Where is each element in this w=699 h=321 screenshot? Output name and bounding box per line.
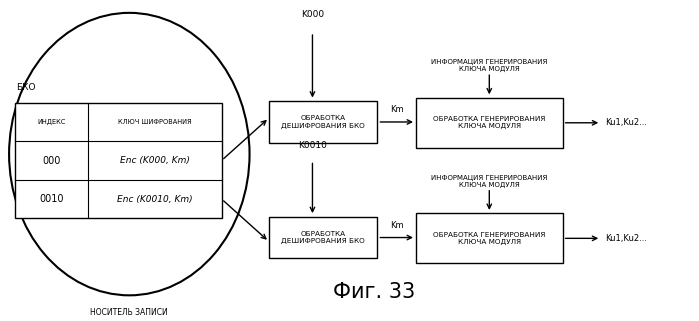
Text: Km: Km [390,105,403,114]
Text: НОСИТЕЛЬ ЗАПИСИ: НОСИТЕЛЬ ЗАПИСИ [90,308,168,317]
Text: ОБРАБОТКА
ДЕШИФРОВАНИЯ БКО: ОБРАБОТКА ДЕШИФРОВАНИЯ БКО [282,116,365,128]
FancyBboxPatch shape [15,103,222,218]
Text: Фиг. 33: Фиг. 33 [333,282,415,302]
FancyBboxPatch shape [269,217,377,258]
Text: КЛЮЧ ШИФРОВАНИЯ: КЛЮЧ ШИФРОВАНИЯ [117,119,192,125]
Text: ИНДЕКС: ИНДЕКС [37,119,66,125]
Text: Enc (K0010, Km): Enc (K0010, Km) [117,195,192,204]
Text: ИНФОРМАЦИЯ ГЕНЕРИРОВАНИЯ
КЛЮЧА МОДУЛЯ: ИНФОРМАЦИЯ ГЕНЕРИРОВАНИЯ КЛЮЧА МОДУЛЯ [431,175,547,188]
Text: ОБРАБОТКА ГЕНЕРИРОВАНИЯ
КЛЮЧА МОДУЛЯ: ОБРАБОТКА ГЕНЕРИРОВАНИЯ КЛЮЧА МОДУЛЯ [433,232,545,245]
Text: БКО: БКО [16,83,36,92]
Text: K000: K000 [301,10,324,19]
Text: Ku1,Ku2...: Ku1,Ku2... [605,118,647,127]
FancyBboxPatch shape [416,213,563,263]
Text: ОБРАБОТКА ГЕНЕРИРОВАНИЯ
КЛЮЧА МОДУЛЯ: ОБРАБОТКА ГЕНЕРИРОВАНИЯ КЛЮЧА МОДУЛЯ [433,116,545,129]
Text: 000: 000 [42,155,61,166]
Text: Km: Km [390,221,403,230]
Text: ОБРАБОТКА
ДЕШИФРОВАНИЯ БКО: ОБРАБОТКА ДЕШИФРОВАНИЯ БКО [282,231,365,244]
Text: Ku1,Ku2...: Ku1,Ku2... [605,234,647,243]
Text: 0010: 0010 [39,194,64,204]
Text: K0010: K0010 [298,141,327,150]
FancyBboxPatch shape [416,98,563,148]
FancyBboxPatch shape [269,101,377,143]
Text: ИНФОРМАЦИЯ ГЕНЕРИРОВАНИЯ
КЛЮЧА МОДУЛЯ: ИНФОРМАЦИЯ ГЕНЕРИРОВАНИЯ КЛЮЧА МОДУЛЯ [431,59,547,72]
Text: Enc (K000, Km): Enc (K000, Km) [120,156,189,165]
